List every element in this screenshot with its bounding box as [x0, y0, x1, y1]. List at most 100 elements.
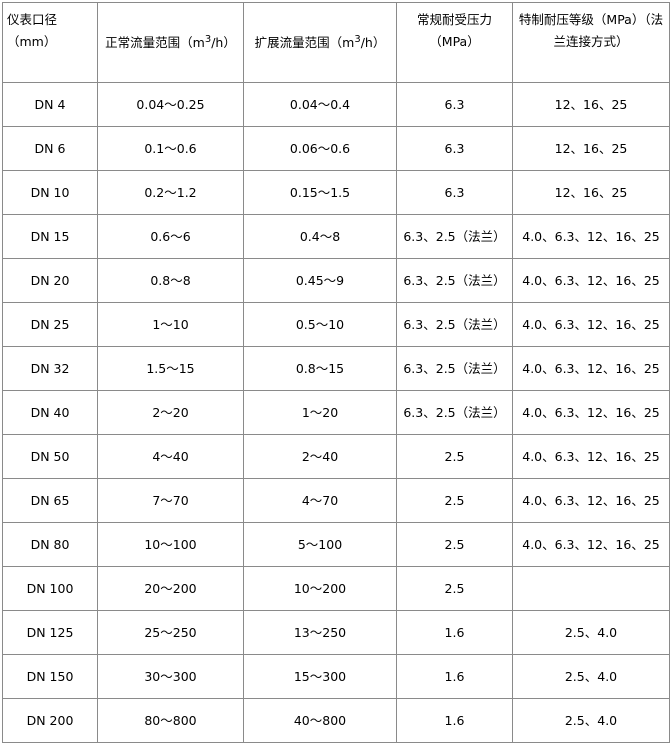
- cell-special-pressure: 2.5、4.0: [512, 654, 670, 699]
- cell-special-pressure: 4.0、6.3、12、16、25: [512, 214, 670, 259]
- cell-normal-flow: 80～800: [97, 698, 244, 743]
- cell-special-pressure: 2.5、4.0: [512, 698, 670, 743]
- table-row: DN 10 0.2～1.2 0.15～1.5 6.3 12、16、25: [2, 170, 670, 215]
- cell-diameter: DN 150: [2, 654, 98, 699]
- cell-normal-flow: 2～20: [97, 390, 244, 435]
- table-row: DN 15 0.6～6 0.4～8 6.3、2.5（法兰） 4.0、6.3、12、16、…: [2, 214, 670, 259]
- table-row: DN 20 0.8～8 0.45～9 6.3、2.5（法兰） 4.0、6.3、12、16…: [2, 258, 670, 303]
- cell-diameter: DN 32: [2, 346, 98, 391]
- header-text: /h）: [211, 34, 236, 50]
- cell-normal-pressure: 2.5: [396, 522, 513, 567]
- cell-normal-flow: 30～300: [97, 654, 244, 699]
- cell-normal-flow: 25～250: [97, 610, 244, 655]
- cell-normal-flow: 0.2～1.2: [97, 170, 244, 215]
- table-row: DN 50 4～40 2～40 2.5 4.0、6.3、12、16、25: [2, 434, 670, 479]
- cell-diameter: DN 125: [2, 610, 98, 655]
- cell-normal-pressure: 2.5: [396, 566, 513, 611]
- cell-diameter: DN 6: [2, 126, 98, 171]
- header-special-pressure: 特制耐压等级（MPa）（法兰连接方式）: [512, 2, 670, 83]
- table-row: DN 32 1.5～15 0.8～15 6.3、2.5（法兰） 4.0、6.3、12、1…: [2, 346, 670, 391]
- cell-special-pressure: 4.0、6.3、12、16、25: [512, 478, 670, 523]
- cell-extended-flow: 15～300: [243, 654, 397, 699]
- cell-normal-flow: 0.04～0.25: [97, 82, 244, 127]
- table-row: DN 25 1～10 0.5～10 6.3、2.5（法兰） 4.0、6.3、12、16、…: [2, 302, 670, 347]
- cell-diameter: DN 80: [2, 522, 98, 567]
- cell-extended-flow: 0.8～15: [243, 346, 397, 391]
- cell-special-pressure: 4.0、6.3、12、16、25: [512, 522, 670, 567]
- cell-normal-flow: 20～200: [97, 566, 244, 611]
- cell-diameter: DN 20: [2, 258, 98, 303]
- cell-extended-flow: 10～200: [243, 566, 397, 611]
- cell-normal-pressure: 6.3、2.5（法兰）: [396, 258, 513, 303]
- cell-normal-flow: 1～10: [97, 302, 244, 347]
- cell-extended-flow: 4～70: [243, 478, 397, 523]
- cell-normal-pressure: 1.6: [396, 654, 513, 699]
- cell-diameter: DN 10: [2, 170, 98, 215]
- cell-normal-flow: 4～40: [97, 434, 244, 479]
- cell-special-pressure: 4.0、6.3、12、16、25: [512, 346, 670, 391]
- table-row: DN 65 7～70 4～70 2.5 4.0、6.3、12、16、25: [2, 478, 670, 523]
- cell-extended-flow: 40～800: [243, 698, 397, 743]
- cell-diameter: DN 100: [2, 566, 98, 611]
- cell-extended-flow: 0.06～0.6: [243, 126, 397, 171]
- cell-normal-pressure: 2.5: [396, 478, 513, 523]
- cell-special-pressure: [512, 566, 670, 611]
- header-text: 正常流量范围（m: [105, 34, 205, 50]
- cell-extended-flow: 0.4～8: [243, 214, 397, 259]
- cell-extended-flow: 13～250: [243, 610, 397, 655]
- cell-normal-flow: 7～70: [97, 478, 244, 523]
- cell-normal-pressure: 1.6: [396, 610, 513, 655]
- cell-extended-flow: 0.45～9: [243, 258, 397, 303]
- cell-normal-flow: 0.1～0.6: [97, 126, 244, 171]
- cell-normal-pressure: 1.6: [396, 698, 513, 743]
- cell-diameter: DN 40: [2, 390, 98, 435]
- cell-normal-pressure: 6.3: [396, 170, 513, 215]
- cell-normal-pressure: 6.3、2.5（法兰）: [396, 214, 513, 259]
- cell-diameter: DN 200: [2, 698, 98, 743]
- cell-extended-flow: 5～100: [243, 522, 397, 567]
- header-diameter: 仪表口径（mm）: [2, 2, 98, 83]
- table-row: DN 80 10～100 5～100 2.5 4.0、6.3、12、16、25: [2, 522, 670, 567]
- header-text: 扩展流量范围（m: [254, 34, 355, 50]
- cell-special-pressure: 12、16、25: [512, 170, 670, 215]
- cell-extended-flow: 1～20: [243, 390, 397, 435]
- cell-normal-pressure: 2.5: [396, 434, 513, 479]
- cell-diameter: DN 15: [2, 214, 98, 259]
- cell-special-pressure: 4.0、6.3、12、16、25: [512, 434, 670, 479]
- cell-special-pressure: 12、16、25: [512, 82, 670, 127]
- cell-diameter: DN 4: [2, 82, 98, 127]
- table-row: DN 125 25～250 13～250 1.6 2.5、4.0: [2, 610, 670, 655]
- cell-special-pressure: 4.0、6.3、12、16、25: [512, 258, 670, 303]
- cell-diameter: DN 25: [2, 302, 98, 347]
- table-row: DN 150 30～300 15～300 1.6 2.5、4.0: [2, 654, 670, 699]
- cell-special-pressure: 12、16、25: [512, 126, 670, 171]
- header-normal-pressure: 常规耐受压力（MPa）: [396, 2, 513, 83]
- cell-normal-flow: 0.6～6: [97, 214, 244, 259]
- cell-extended-flow: 0.15～1.5: [243, 170, 397, 215]
- header-row: 仪表口径（mm） 正常流量范围（m3/h） 扩展流量范围（m3/h） 常规耐受压…: [2, 2, 670, 83]
- cell-normal-pressure: 6.3、2.5（法兰）: [396, 302, 513, 347]
- superscript: 3: [204, 33, 212, 45]
- cell-normal-pressure: 6.3: [396, 82, 513, 127]
- table-row: DN 100 20～200 10～200 2.5: [2, 566, 670, 611]
- cell-normal-pressure: 6.3、2.5（法兰）: [396, 346, 513, 391]
- cell-special-pressure: 4.0、6.3、12、16、25: [512, 390, 670, 435]
- cell-normal-flow: 10～100: [97, 522, 244, 567]
- table-row: DN 200 80～800 40～800 1.6 2.5、4.0: [2, 698, 670, 743]
- cell-diameter: DN 50: [2, 434, 98, 479]
- superscript: 3: [354, 33, 361, 45]
- cell-extended-flow: 2～40: [243, 434, 397, 479]
- table-row: DN 6 0.1～0.6 0.06～0.6 6.3 12、16、25: [2, 126, 670, 171]
- header-normal-flow: 正常流量范围（m3/h）: [97, 2, 244, 83]
- table-row: DN 40 2～20 1～20 6.3、2.5（法兰） 4.0、6.3、12、16、25: [2, 390, 670, 435]
- cell-normal-pressure: 6.3: [396, 126, 513, 171]
- cell-normal-pressure: 6.3、2.5（法兰）: [396, 390, 513, 435]
- header-text: /h）: [360, 34, 386, 50]
- cell-special-pressure: 2.5、4.0: [512, 610, 670, 655]
- cell-extended-flow: 0.5～10: [243, 302, 397, 347]
- cell-normal-flow: 0.8～8: [97, 258, 244, 303]
- cell-extended-flow: 0.04～0.4: [243, 82, 397, 127]
- header-extended-flow: 扩展流量范围（m3/h）: [243, 2, 397, 83]
- cell-normal-flow: 1.5～15: [97, 346, 244, 391]
- table-row: DN 4 0.04～0.25 0.04～0.4 6.3 12、16、25: [2, 82, 670, 127]
